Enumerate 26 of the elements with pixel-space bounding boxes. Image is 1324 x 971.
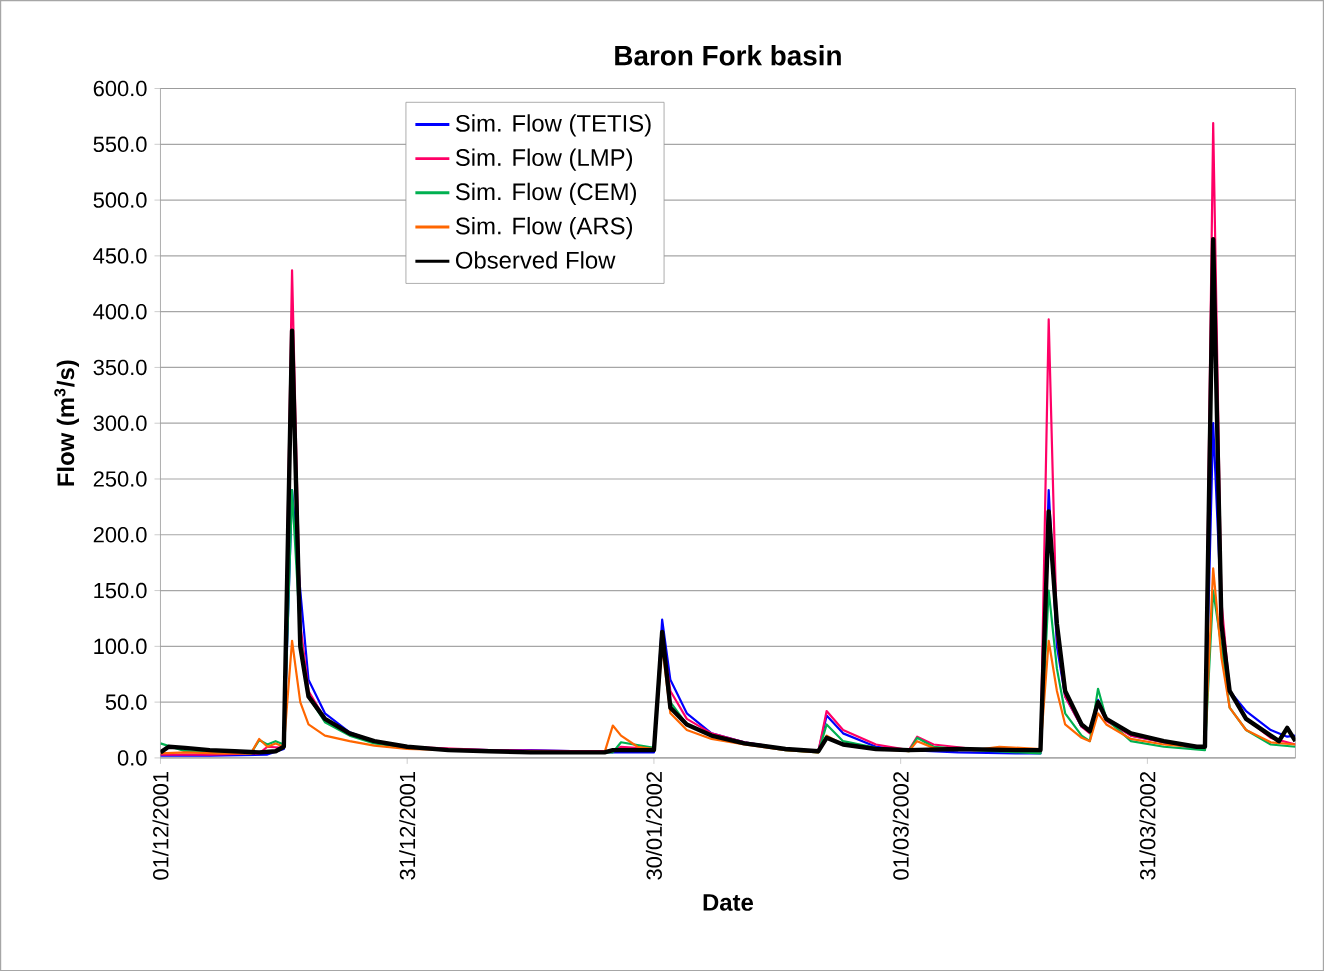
x-tick-label: 01/12/2001	[152, 771, 169, 880]
legend-label: Sim. Flow (CEM)	[455, 182, 637, 205]
y-tick-label: 300.0	[93, 415, 147, 431]
y-tick-label: 500.0	[93, 192, 147, 208]
y-tick-label: 200.0	[93, 526, 147, 543]
y-tick-label: 400.0	[93, 303, 147, 320]
y-tick-label: 50.0	[105, 694, 147, 710]
x-axis-title: Date	[703, 894, 753, 911]
legend-label: Sim. Flow (LMP)	[455, 148, 633, 171]
x-tick-label: 01/03/2002	[892, 771, 909, 880]
legend-label: Observed Flow	[455, 251, 616, 269]
legend-label: Sim. Flow (TETIS)	[455, 114, 651, 137]
chart-title: Baron Fork basin	[615, 44, 841, 66]
y-tick-label: 350.0	[93, 359, 147, 376]
y-tick-label: 550.0	[93, 136, 147, 152]
y-tick-label: 450.0	[93, 247, 147, 264]
y-axis-title: Flow (m$^{3}$/s)	[54, 360, 79, 486]
legend-label: Sim. Flow (ARS)	[455, 216, 633, 240]
y-tick-label: 250.0	[93, 471, 147, 487]
y-tick-label: 600.0	[93, 80, 147, 97]
x-tick-label: 30/01/2002	[645, 771, 662, 880]
y-tick-label: 100.0	[94, 638, 147, 654]
y-tick-label: 0.0	[117, 750, 147, 766]
x-tick-label: 31/03/2002	[1139, 771, 1156, 880]
y-tick-label: 150.0	[94, 582, 147, 599]
x-tick-label: 31/12/2001	[399, 771, 416, 880]
